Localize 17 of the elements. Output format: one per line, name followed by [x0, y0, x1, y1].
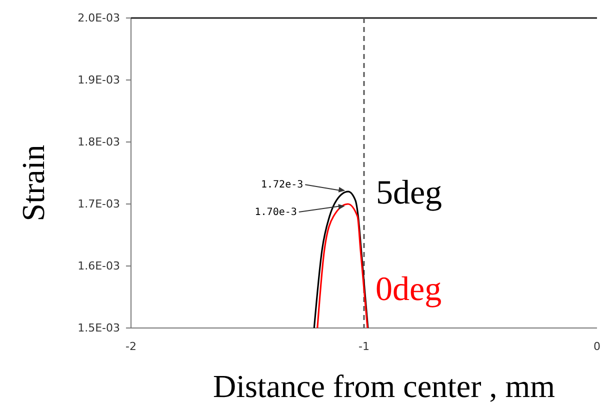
- y-tick-label: 1.6E-03: [78, 260, 120, 273]
- annotation: 1.70e-3: [254, 207, 297, 218]
- y-tick-label: 1.9E-03: [78, 74, 120, 87]
- y-tick-label: 1.8E-03: [78, 136, 120, 149]
- y-tick-label: 2.0E-03: [78, 12, 120, 25]
- line-series: [316, 203, 368, 328]
- y-tick-label: 1.7E-03: [78, 198, 120, 211]
- x-tick-label: -1: [358, 340, 370, 353]
- x-tick-label: -2: [126, 340, 136, 353]
- series-label: 0deg: [375, 271, 442, 308]
- annotation: 1.72e-3: [261, 180, 304, 191]
- y-axis-title: Strain: [15, 144, 51, 222]
- y-tick-label: 1.5E-03: [78, 322, 120, 335]
- series-label: 5deg: [376, 174, 442, 212]
- line-series: [313, 190, 369, 328]
- x-axis-title: Distance from center , mm: [212, 368, 556, 403]
- x-tick-label: 0: [594, 340, 600, 353]
